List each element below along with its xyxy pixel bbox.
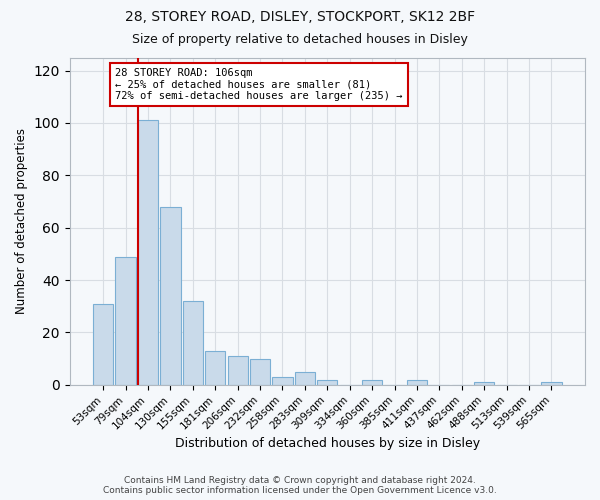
Text: 28, STOREY ROAD, DISLEY, STOCKPORT, SK12 2BF: 28, STOREY ROAD, DISLEY, STOCKPORT, SK12… [125, 10, 475, 24]
Bar [407, 380, 427, 385]
Bar [227, 356, 248, 385]
Bar [317, 380, 337, 385]
Bar [295, 372, 315, 385]
Bar [272, 377, 293, 385]
Bar [183, 301, 203, 385]
Bar [541, 382, 562, 385]
Text: Contains HM Land Registry data © Crown copyright and database right 2024.: Contains HM Land Registry data © Crown c… [124, 476, 476, 485]
Y-axis label: Number of detached properties: Number of detached properties [15, 128, 28, 314]
Bar [115, 256, 136, 385]
Text: Contains public sector information licensed under the Open Government Licence v3: Contains public sector information licen… [103, 486, 497, 495]
Bar [160, 207, 181, 385]
Bar [250, 358, 270, 385]
X-axis label: Distribution of detached houses by size in Disley: Distribution of detached houses by size … [175, 437, 480, 450]
Bar [93, 304, 113, 385]
Bar [138, 120, 158, 385]
Bar [205, 351, 226, 385]
Bar [362, 380, 382, 385]
Text: Size of property relative to detached houses in Disley: Size of property relative to detached ho… [132, 32, 468, 46]
Text: 28 STOREY ROAD: 106sqm
← 25% of detached houses are smaller (81)
72% of semi-det: 28 STOREY ROAD: 106sqm ← 25% of detached… [115, 68, 403, 101]
Bar [474, 382, 494, 385]
